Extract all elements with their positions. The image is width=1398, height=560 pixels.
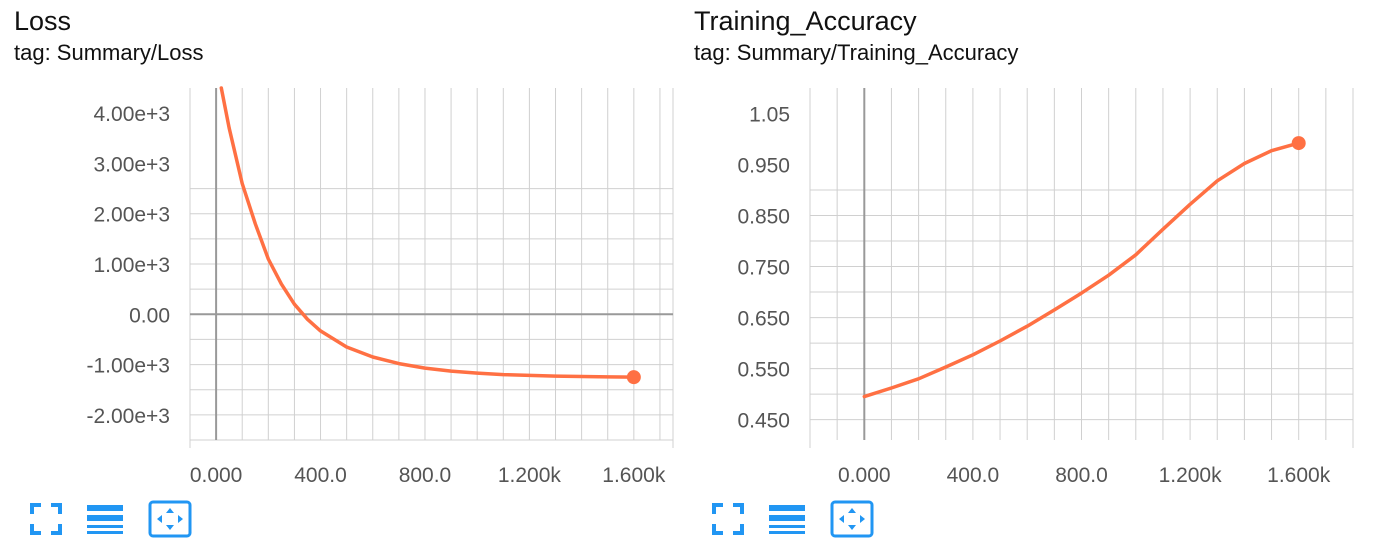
fullscreen-button[interactable] (712, 503, 744, 535)
chart-title: Loss (14, 6, 72, 36)
toggle-log-scale-button[interactable] (768, 503, 806, 535)
chart-tag: tag: Summary/Loss (14, 40, 204, 65)
last-point-marker (626, 370, 641, 385)
y-tick-label: 1.05 (749, 104, 790, 127)
y-tick-label: 0.00 (129, 304, 170, 327)
x-tick-label: 800.0 (399, 464, 452, 487)
series-line (219, 86, 636, 379)
list-icon (769, 505, 805, 534)
fit-domain-icon (830, 500, 874, 538)
y-tick-label: 0.750 (737, 257, 790, 280)
chart-tag: tag: Summary/Training_Accuracy (694, 40, 1019, 65)
y-tick-label: 0.450 (737, 410, 790, 433)
x-tick-label: 1.600k (1267, 464, 1331, 487)
y-tick-label: 0.950 (737, 155, 790, 178)
toggle-log-scale-button[interactable] (86, 503, 124, 535)
x-tick-label: 1.600k (602, 464, 666, 487)
y-tick-label: 0.550 (737, 359, 790, 382)
gridlines (189, 88, 674, 448)
y-tick-label: 1.00e+3 (94, 254, 171, 277)
series-line (862, 141, 1301, 399)
y-tick-label: 4.00e+3 (94, 103, 171, 126)
y-tick-label: 3.00e+3 (94, 153, 171, 176)
y-tick-label: 2.00e+3 (94, 204, 171, 227)
y-tick-label: -1.00e+3 (87, 355, 171, 378)
fit-domain-button[interactable] (148, 500, 192, 538)
fit-domain-icon (148, 500, 192, 538)
fullscreen-icon (30, 503, 62, 535)
x-tick-label: 400.0 (947, 464, 1000, 487)
list-icon (87, 505, 123, 534)
chart-card-training-accuracy: 1.05 0.950 0.850 0.750 0.650 0.550 0.450 0.000 4… (690, 0, 1398, 560)
x-tick-label: 0.000 (838, 464, 891, 487)
fullscreen-icon (712, 503, 744, 535)
chart-controls (30, 500, 216, 538)
x-tick-label: 1.200k (498, 464, 562, 487)
chart-card-loss: 4.00e+3 3.00e+3 2.00e+3 1.00e+3 0.00 -1.00e+3… (0, 0, 690, 560)
y-tick-label: 0.650 (737, 308, 790, 331)
x-tick-label: 1.200k (1159, 464, 1223, 487)
chart-controls (712, 500, 898, 538)
last-point-marker (1291, 136, 1306, 151)
x-tick-label: 400.0 (294, 464, 347, 487)
y-tick-label: 0.850 (737, 206, 790, 229)
gridlines (809, 88, 1354, 448)
chart-title: Training_Accuracy (694, 6, 917, 36)
loss-chart-plot[interactable]: 4.00e+3 3.00e+3 2.00e+3 1.00e+3 0.00 -1.00e+3… (0, 0, 690, 490)
fullscreen-button[interactable] (30, 503, 62, 535)
x-tick-label: 0.000 (190, 464, 243, 487)
training-accuracy-chart-plot[interactable]: 1.05 0.950 0.850 0.750 0.650 0.550 0.450 0.000 4… (690, 0, 1398, 490)
x-tick-label: 800.0 (1055, 464, 1108, 487)
y-tick-label: -2.00e+3 (87, 405, 171, 428)
fit-domain-button[interactable] (830, 500, 874, 538)
